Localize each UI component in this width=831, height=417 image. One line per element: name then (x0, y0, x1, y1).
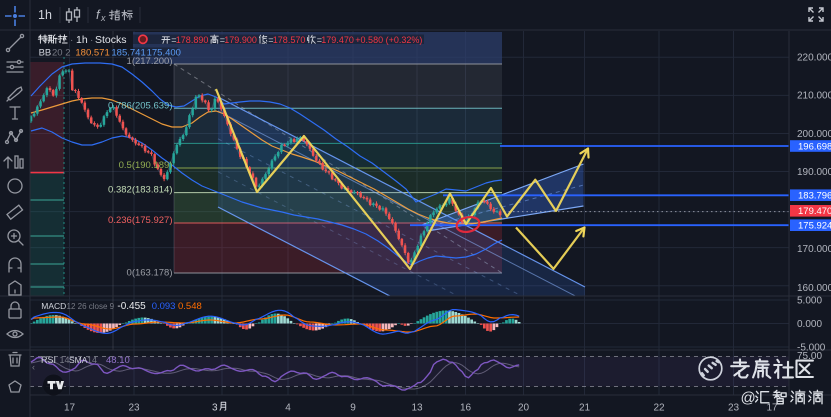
svg-text:178.890: 178.890 (176, 35, 209, 45)
svg-text:160.000: 160.000 (797, 283, 831, 294)
svg-text:178.570: 178.570 (273, 35, 306, 45)
svg-text:20: 20 (518, 403, 530, 414)
svg-text:170.000: 170.000 (797, 244, 831, 255)
svg-text:179.900: 179.900 (224, 35, 257, 45)
svg-text:21: 21 (579, 403, 591, 414)
svg-text:1h: 1h (76, 34, 88, 46)
svg-text:MACD: MACD (41, 301, 66, 311)
svg-text:SMA: SMA (69, 355, 88, 365)
svg-text:‹: ‹ (32, 362, 35, 372)
svg-text:0.236(175.927): 0.236(175.927) (108, 215, 172, 226)
svg-text:48.10: 48.10 (106, 355, 130, 366)
svg-text:0.382(183.814): 0.382(183.814) (108, 185, 172, 196)
svg-text:16: 16 (460, 403, 472, 414)
svg-text:20 2: 20 2 (52, 48, 71, 59)
svg-text:175.924: 175.924 (798, 221, 831, 232)
svg-text:0.548: 0.548 (178, 301, 202, 312)
svg-text:17: 17 (64, 403, 76, 414)
svg-text:9: 9 (350, 403, 356, 414)
svg-text:·: · (70, 35, 73, 46)
svg-text:179.470: 179.470 (321, 35, 354, 45)
svg-text:220.000: 220.000 (797, 53, 831, 64)
svg-text:0.786(205.639): 0.786(205.639) (108, 100, 172, 111)
svg-text:13: 13 (411, 403, 423, 414)
svg-text:5.000: 5.000 (797, 295, 822, 306)
svg-text:210.000: 210.000 (797, 91, 831, 102)
svg-text:@: @ (741, 390, 756, 407)
svg-text:x: x (100, 13, 106, 23)
svg-text:175.400: 175.400 (147, 48, 181, 59)
svg-text:·: · (90, 35, 93, 46)
svg-text:185.741: 185.741 (111, 48, 145, 59)
svg-text:179.470: 179.470 (798, 206, 831, 217)
svg-text:-0.455: -0.455 (117, 301, 146, 312)
svg-text:0.000: 0.000 (797, 319, 822, 330)
svg-text:BB: BB (39, 48, 52, 59)
svg-text:+0.580 (+0.32%): +0.580 (+0.32%) (355, 35, 422, 45)
svg-text:Stocks: Stocks (95, 34, 127, 46)
svg-text:190.000: 190.000 (797, 167, 831, 178)
svg-text:=: = (317, 35, 322, 45)
svg-text:180.571: 180.571 (75, 48, 109, 59)
svg-text:196.698: 196.698 (798, 141, 831, 152)
svg-text:1h: 1h (38, 8, 52, 22)
svg-text:1(217.200): 1(217.200) (127, 56, 173, 67)
svg-text:f: f (96, 7, 101, 22)
svg-text:183.796: 183.796 (798, 191, 831, 202)
svg-text:0.5(190.189): 0.5(190.189) (119, 160, 173, 171)
svg-text:=: = (171, 35, 176, 45)
svg-text:0(163.178): 0(163.178) (127, 268, 173, 279)
svg-text:75.00: 75.00 (797, 351, 822, 362)
svg-text:=: = (220, 35, 225, 45)
svg-text:17: 17 (766, 403, 778, 414)
svg-text:=: = (268, 35, 273, 45)
svg-text:4: 4 (285, 403, 291, 414)
svg-text:200.000: 200.000 (797, 129, 831, 140)
svg-text:23: 23 (128, 403, 140, 414)
svg-text:RSI: RSI (41, 355, 56, 365)
svg-text:0.093: 0.093 (152, 301, 176, 312)
svg-text:3: 3 (212, 403, 218, 414)
svg-text:-5.000: -5.000 (797, 342, 826, 353)
svg-text:22: 22 (653, 403, 665, 414)
svg-text:23: 23 (728, 403, 740, 414)
svg-text:14: 14 (87, 355, 97, 365)
svg-text:12 26 close 9: 12 26 close 9 (67, 302, 115, 311)
svg-text:14: 14 (60, 355, 70, 365)
